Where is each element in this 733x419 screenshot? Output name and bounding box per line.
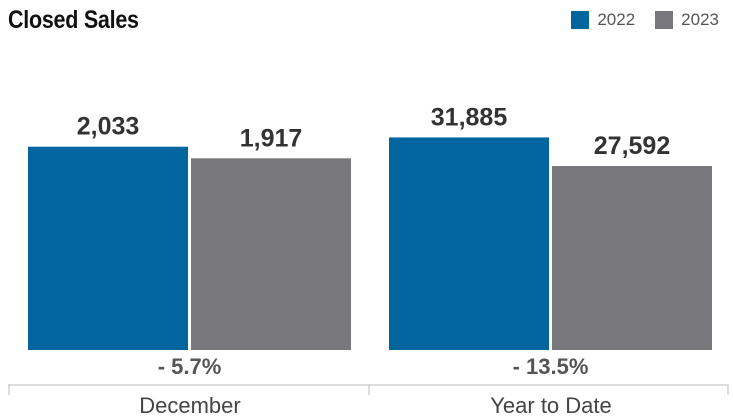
bar-value-label-december-2022: 2,033: [77, 113, 140, 141]
percent-change-december: - 5.7%: [158, 354, 222, 379]
bar-december-2022: [28, 146, 188, 350]
category-label-year-to-date: Year to Date: [490, 393, 612, 418]
legend-label-2022: 2022: [597, 10, 636, 29]
bar-value-label-year-to-date-2022: 31,885: [431, 103, 508, 131]
bar-value-label-december-2023: 1,917: [240, 124, 303, 152]
legend-label-2023: 2023: [681, 10, 719, 29]
chart-title: Closed Sales: [8, 6, 139, 34]
bar-value-label-year-to-date-2023: 27,592: [594, 132, 670, 160]
legend-swatch-2023: [655, 11, 674, 29]
bar-year-to-date-2022: [389, 137, 549, 350]
category-label-december: December: [139, 393, 240, 418]
legend-swatch-2022: [571, 11, 590, 29]
bar-december-2023: [191, 158, 351, 350]
bar-year-to-date-2023: [552, 166, 712, 350]
percent-change-year-to-date: - 13.5%: [513, 354, 589, 379]
legend: 2022 2023: [551, 10, 719, 30]
legend-item-2022: 2022: [571, 10, 635, 30]
legend-item-2023: 2023: [655, 10, 719, 30]
